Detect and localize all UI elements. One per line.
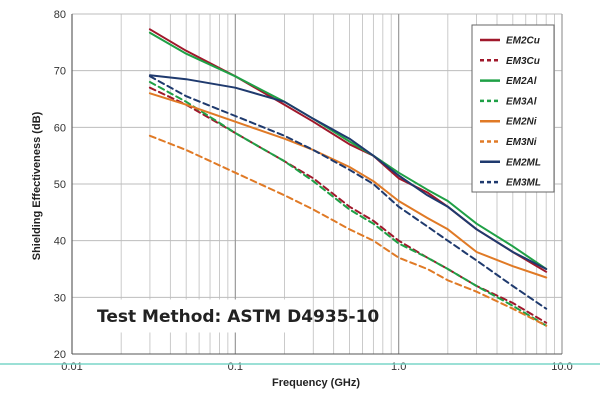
series-line-em3al [148,81,548,327]
y-tick-label: 60 [54,122,66,134]
y-tick-labels: 20 30 40 50 60 70 80 [54,9,66,361]
annotation-text: Test Method: ASTM D4935-10 [97,307,379,327]
series-line-em2ni [148,92,548,279]
y-tick-label: 20 [54,349,66,361]
x-tick-label: 1.0 [391,361,406,373]
series-line-em3ni [148,134,548,327]
legend-label-em2al: EM2Al [506,76,537,87]
x-tick-label: 0.01 [61,361,82,373]
y-tick-label: 50 [54,179,66,191]
legend-label-em3ml: EM3ML [506,178,541,189]
x-tick-label: 0.1 [228,361,243,373]
y-axis-title: Shielding Effectiveness (dB) [31,111,43,260]
y-tick-label: 40 [54,236,66,248]
series-line-em3ml [148,75,548,310]
legend-label-em3al: EM3Al [506,96,537,107]
y-tick-label: 70 [54,66,66,78]
legend-label-em3ni: EM3Ni [506,137,537,148]
x-axis-title: Frequency (GHz) [272,377,360,389]
legend-label-em3cu: EM3Cu [506,56,540,67]
x-tick-labels: 0.01 0.1 1.0 10.0 [61,361,572,373]
legend-label-em2ni: EM2Ni [506,117,537,128]
annotation-frame [85,299,309,333]
y-tick-label: 30 [54,292,66,304]
series-line-em2ml [148,74,548,270]
y-tick-label: 80 [54,9,66,21]
legend-label-em2cu: EM2Cu [506,36,540,47]
legend-label-em2ml: EM2ML [506,157,541,168]
annotation-box: Test Method: ASTM D4935-10 [85,299,379,333]
legend: EM2Cu EM3Cu EM2Al EM3Al EM2Ni EM3Ni EM2ML EM3ML [471,24,555,193]
x-tick-label: 10.0 [551,361,572,373]
axes [71,14,562,355]
legend-frame [471,24,555,193]
series-lines [148,28,548,327]
